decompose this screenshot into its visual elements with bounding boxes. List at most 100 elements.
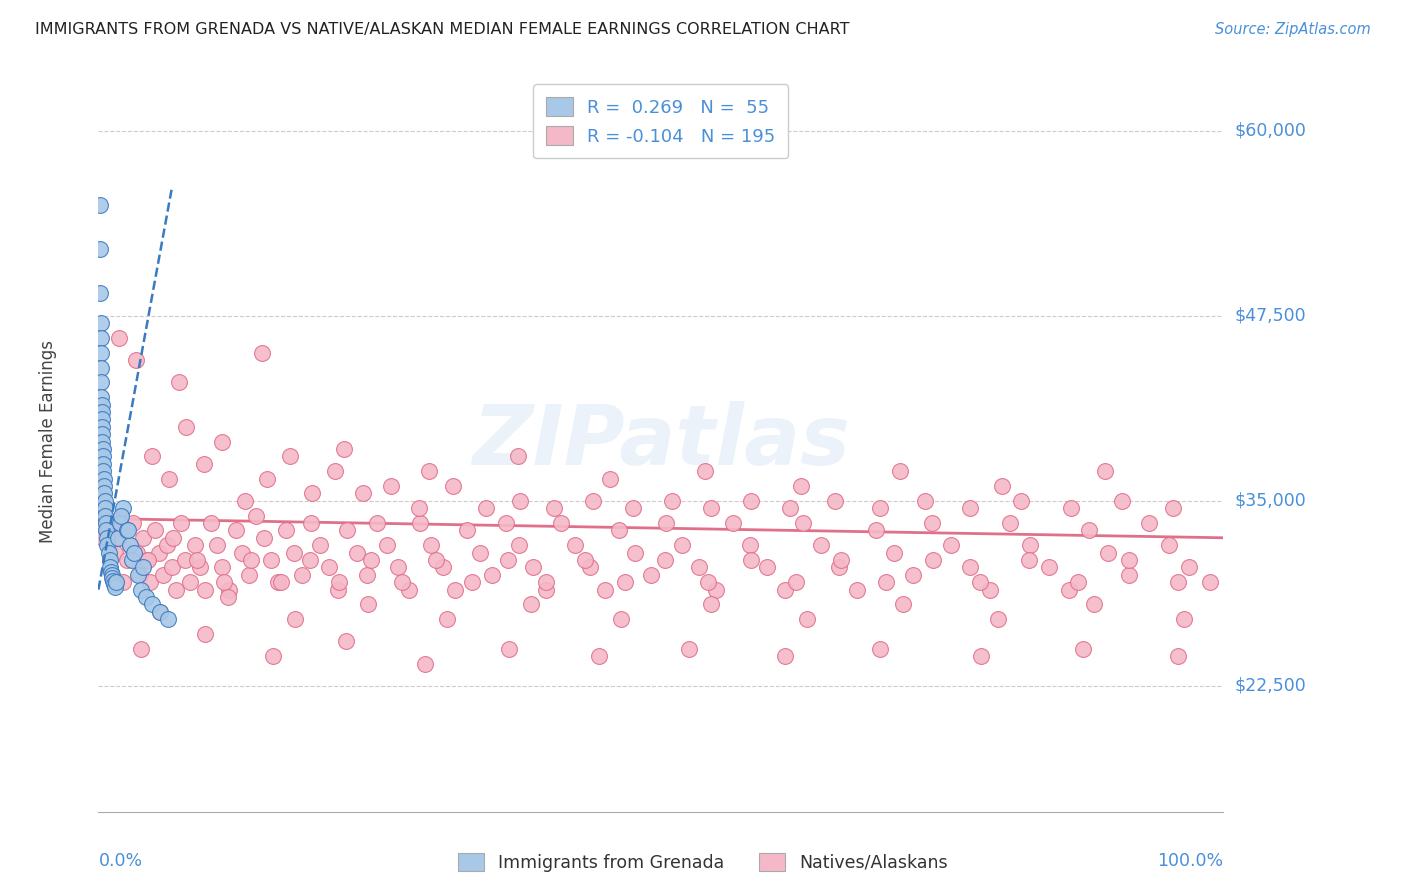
Point: [391, 575, 413, 590]
Point: [143, 524, 166, 538]
Point: [688, 560, 710, 574]
Point: [121, 553, 143, 567]
Point: [233, 493, 256, 508]
Point: [96, 516, 118, 530]
Point: [245, 508, 267, 523]
Point: [413, 657, 436, 671]
Point: [250, 345, 273, 359]
Point: [218, 582, 240, 597]
Point: [418, 464, 440, 478]
Point: [588, 649, 610, 664]
Point: [135, 553, 157, 567]
Point: [96, 524, 118, 538]
Point: [1067, 575, 1090, 590]
Point: [124, 546, 146, 560]
Point: [132, 531, 155, 545]
Point: [283, 546, 305, 560]
Point: [122, 516, 145, 530]
Point: [640, 567, 662, 582]
Point: [157, 471, 180, 485]
Point: [105, 575, 128, 590]
Point: [550, 516, 572, 530]
Point: [118, 538, 141, 552]
Point: [387, 560, 409, 574]
Point: [96, 524, 118, 538]
Point: [211, 434, 233, 449]
Point: [298, 553, 321, 567]
Point: [773, 582, 796, 597]
Point: [90, 316, 112, 330]
Point: [564, 538, 586, 552]
Point: [231, 546, 253, 560]
Point: [90, 360, 112, 375]
Point: [461, 575, 484, 590]
Point: [91, 531, 114, 545]
Point: [779, 501, 801, 516]
Point: [1097, 546, 1119, 560]
Text: 100.0%: 100.0%: [1157, 853, 1223, 871]
Point: [346, 546, 368, 560]
Point: [332, 442, 354, 456]
Point: [93, 471, 115, 485]
Point: [276, 524, 298, 538]
Point: [613, 575, 636, 590]
Point: [1167, 649, 1189, 664]
Point: [883, 546, 905, 560]
Point: [704, 582, 727, 597]
Point: [101, 567, 124, 582]
Point: [90, 427, 112, 442]
Point: [174, 553, 197, 567]
Point: [356, 567, 378, 582]
Point: [256, 471, 278, 485]
Point: [90, 390, 112, 404]
Point: [891, 598, 914, 612]
Point: [432, 560, 454, 574]
Point: [110, 508, 132, 523]
Point: [211, 560, 233, 574]
Point: [398, 582, 420, 597]
Point: [165, 582, 187, 597]
Point: [921, 516, 943, 530]
Point: [534, 582, 557, 597]
Text: $60,000: $60,000: [1234, 121, 1306, 139]
Text: Median Female Earnings: Median Female Earnings: [39, 340, 56, 543]
Point: [796, 612, 818, 626]
Point: [157, 612, 180, 626]
Point: [654, 553, 676, 567]
Point: [136, 553, 159, 567]
Point: [1111, 493, 1133, 508]
Point: [671, 538, 693, 552]
Point: [1060, 501, 1083, 516]
Point: [901, 567, 924, 582]
Point: [129, 641, 152, 656]
Point: [93, 479, 115, 493]
Point: [328, 575, 350, 590]
Point: [101, 574, 124, 588]
Point: [149, 605, 172, 619]
Point: [773, 649, 796, 664]
Point: [655, 516, 678, 530]
Point: [1161, 501, 1184, 516]
Point: [217, 590, 239, 604]
Point: [179, 575, 201, 590]
Point: [939, 538, 962, 552]
Point: [1178, 560, 1201, 574]
Point: [1078, 524, 1101, 538]
Point: [785, 575, 807, 590]
Point: [425, 553, 447, 567]
Point: [169, 516, 191, 530]
Point: [152, 567, 174, 582]
Point: [174, 419, 197, 434]
Point: [889, 464, 911, 478]
Point: [188, 560, 211, 574]
Point: [238, 567, 260, 582]
Point: [582, 493, 605, 508]
Point: [194, 627, 217, 641]
Point: [162, 531, 184, 545]
Text: 0.0%: 0.0%: [98, 853, 142, 871]
Point: [90, 434, 112, 449]
Point: [987, 612, 1010, 626]
Point: [1018, 553, 1040, 567]
Point: [810, 538, 832, 552]
Point: [98, 553, 121, 567]
